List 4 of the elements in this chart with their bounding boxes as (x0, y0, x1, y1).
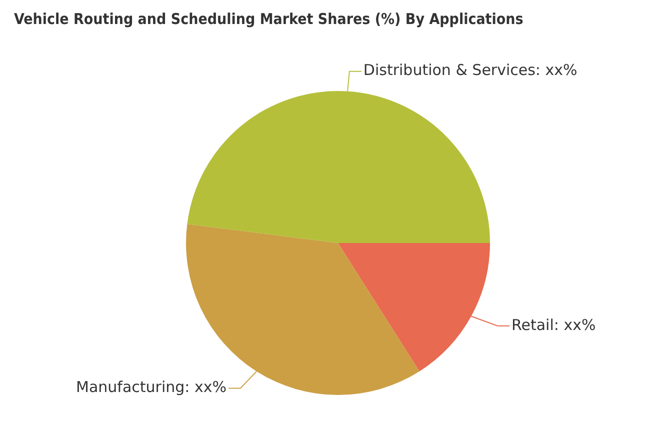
slice-label: Distribution & Services: xx% (363, 61, 578, 80)
chart-title: Vehicle Routing and Scheduling Market Shares (%) By Applications (14, 10, 524, 28)
slice-label: Retail: xx% (511, 316, 596, 334)
slice-label: Manufacturing: xx% (76, 378, 226, 396)
